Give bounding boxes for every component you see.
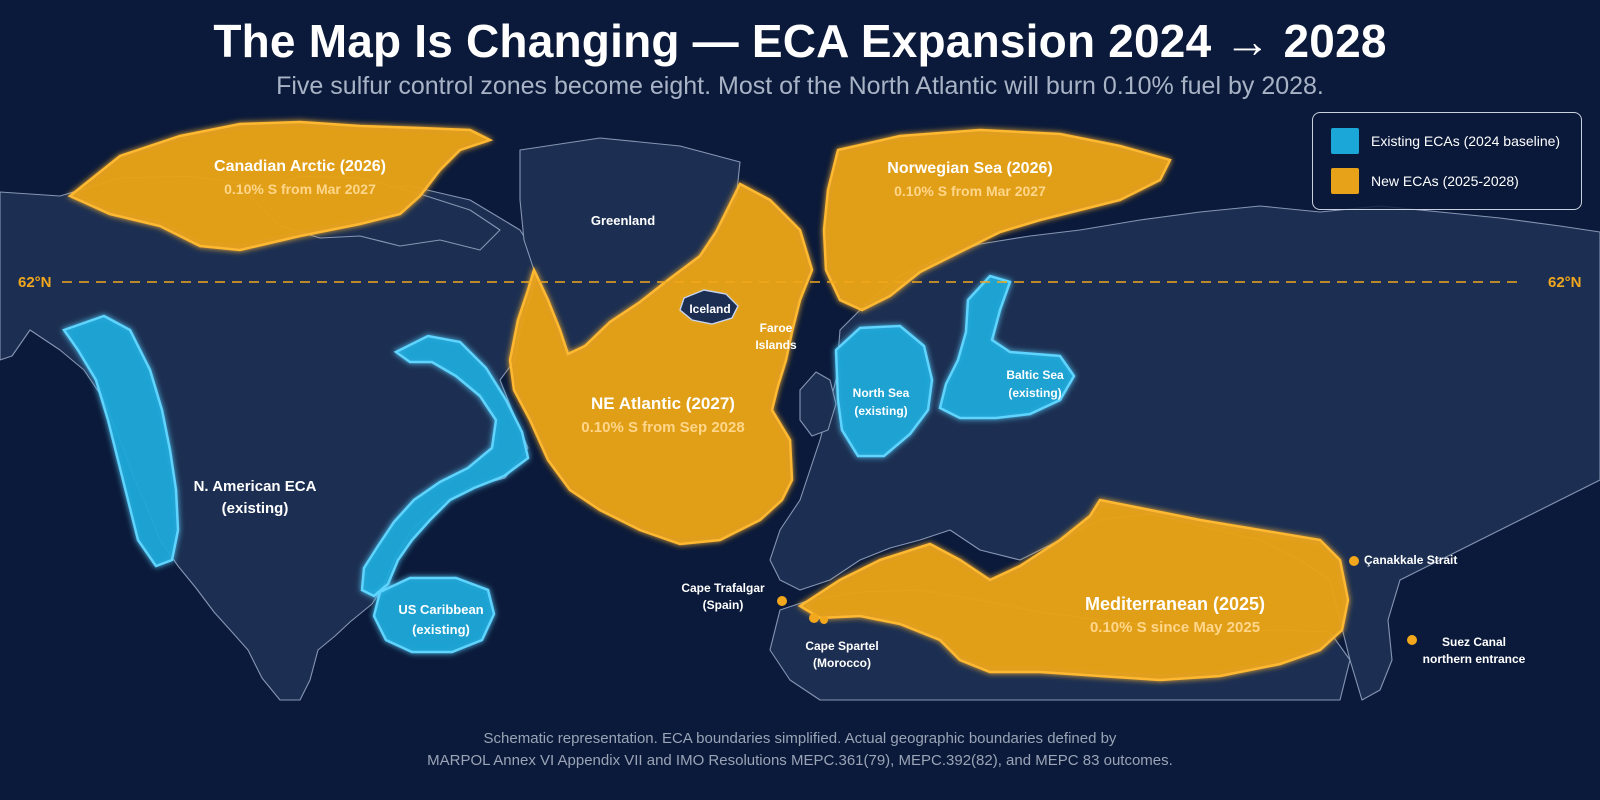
label-faroe: Faroe Islands xyxy=(755,321,797,352)
zone-us-caribbean xyxy=(372,576,496,654)
lat-label-right: 62°N xyxy=(1548,274,1582,291)
footer-line-2: MARPOL Annex VI Appendix VII and IMO Res… xyxy=(427,752,1173,769)
label-north-american: N. American ECA (existing) xyxy=(193,478,317,517)
zone-norwegian-sea xyxy=(822,128,1172,312)
legend-swatch-existing xyxy=(1331,128,1359,154)
label-norwegian-sea: Norwegian Sea (2026) 0.10% S from Mar 20… xyxy=(887,160,1053,199)
legend-item-existing: Existing ECAs (2024 baseline) xyxy=(1331,127,1560,155)
british-isles xyxy=(799,371,837,437)
label-canadian-arctic: Canadian Arctic (2026) 0.10% S from Mar … xyxy=(214,158,386,197)
label-canakkale: Çanakkale Strait xyxy=(1364,553,1458,567)
legend-swatch-new xyxy=(1331,168,1359,194)
suez-marker xyxy=(1407,635,1417,645)
zone-ne-atlantic xyxy=(508,182,814,546)
legend-item-new: New ECAs (2025-2028) xyxy=(1331,167,1519,195)
footer-line-1: Schematic representation. ECA boundaries… xyxy=(483,730,1117,747)
label-baltic-sea: Baltic Sea (existing) xyxy=(1006,368,1064,400)
iceland-island xyxy=(679,289,739,325)
canakkale-marker xyxy=(1349,556,1359,566)
label-suez: Suez Canal northern entrance xyxy=(1422,635,1526,666)
new-eca-zones xyxy=(67,120,1350,682)
zone-na-atlantic-coast xyxy=(360,334,530,598)
label-greenland: Greenland xyxy=(590,213,656,228)
strait-marker xyxy=(820,616,828,624)
legend: Existing ECAs (2024 baseline) New ECAs (… xyxy=(1312,112,1582,210)
footer-note: Schematic representation. ECA boundaries… xyxy=(0,728,1600,772)
zone-north-sea xyxy=(834,324,934,458)
label-north-sea: North Sea (existing) xyxy=(852,386,910,418)
zone-baltic-sea xyxy=(938,274,1076,420)
existing-eca-zones xyxy=(62,274,1076,654)
lat-label-left: 62°N xyxy=(18,274,52,291)
zone-mediterranean xyxy=(797,498,1350,682)
cape-trafalgar-marker xyxy=(777,596,787,606)
label-ne-atlantic: NE Atlantic (2027) 0.10% S from Sep 2028 xyxy=(581,394,745,436)
page-title: The Map Is Changing — ECA Expansion 2024… xyxy=(213,15,1387,67)
page-subtitle: Five sulfur control zones become eight. … xyxy=(276,72,1324,100)
legend-label-existing: Existing ECAs (2024 baseline) xyxy=(1371,133,1561,149)
label-us-caribbean: US Caribbean (existing) xyxy=(398,602,484,637)
label-cape-spartel: Cape Spartel (Morocco) xyxy=(805,639,879,670)
label-mediterranean: Mediterranean (2025) 0.10% S since May 2… xyxy=(1084,594,1266,636)
legend-label-new: New ECAs (2025-2028) xyxy=(1371,173,1519,189)
zone-canadian-arctic xyxy=(67,120,494,252)
point-markers xyxy=(777,556,1417,645)
zone-na-pacific-coast xyxy=(62,314,180,568)
label-iceland: Iceland xyxy=(689,302,731,316)
label-cape-trafalgar: Cape Trafalgar (Spain) xyxy=(681,581,765,612)
cape-spartel-marker xyxy=(809,613,819,623)
